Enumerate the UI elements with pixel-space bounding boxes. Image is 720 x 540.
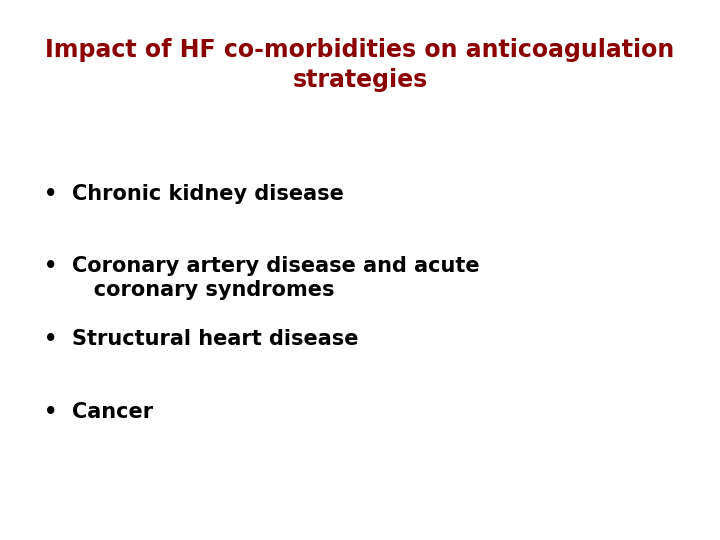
Text: •: • xyxy=(44,256,57,276)
Text: Structural heart disease: Structural heart disease xyxy=(72,329,359,349)
Text: •: • xyxy=(44,184,57,204)
Text: Chronic kidney disease: Chronic kidney disease xyxy=(72,184,344,204)
Text: Impact of HF co-morbidities on anticoagulation
strategies: Impact of HF co-morbidities on anticoagu… xyxy=(45,38,675,92)
Text: Cancer: Cancer xyxy=(72,402,153,422)
Text: •: • xyxy=(44,402,57,422)
Text: Coronary artery disease and acute
   coronary syndromes: Coronary artery disease and acute corona… xyxy=(72,256,480,300)
Text: •: • xyxy=(44,329,57,349)
